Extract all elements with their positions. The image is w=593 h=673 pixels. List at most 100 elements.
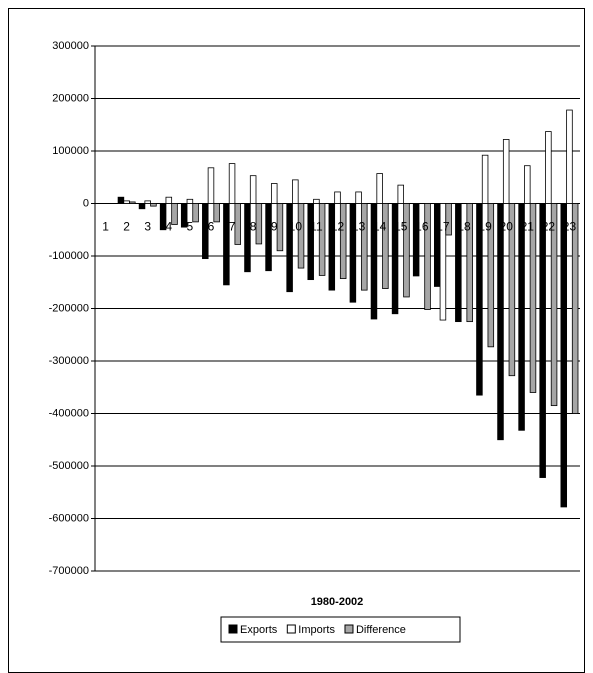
bar — [249, 175, 257, 204]
x-tick-label: 22 — [542, 220, 556, 234]
bar — [370, 203, 378, 320]
legend-label: Exports — [240, 624, 278, 636]
x-tick-label: 18 — [457, 220, 471, 234]
y-tick-label: -500000 — [49, 460, 89, 472]
bar — [382, 203, 389, 289]
bar — [228, 163, 236, 204]
y-tick-label: -100000 — [49, 250, 89, 262]
bar — [297, 203, 305, 269]
bar — [529, 203, 537, 393]
x-tick-label: 9 — [271, 220, 278, 234]
legend-label: Imports — [298, 624, 335, 636]
bar — [328, 203, 336, 291]
x-tick-label: 5 — [187, 220, 194, 234]
bar — [255, 203, 263, 245]
bar — [270, 183, 278, 204]
bar — [339, 203, 347, 279]
x-tick-label: 1 — [102, 220, 109, 234]
x-tick-label: 20 — [500, 220, 514, 234]
bar — [424, 203, 431, 310]
bar — [571, 203, 579, 414]
bar — [539, 203, 546, 478]
y-tick-label: 200000 — [52, 92, 89, 104]
bar — [292, 179, 299, 204]
bar — [397, 184, 405, 204]
x-tick-label: 21 — [521, 220, 535, 234]
bar — [376, 173, 383, 204]
x-tick-label: 2 — [123, 220, 130, 234]
bar — [445, 203, 452, 236]
bar — [355, 191, 362, 204]
y-tick-label: -600000 — [49, 512, 89, 524]
bar — [276, 203, 284, 252]
x-tick-label: 23 — [563, 220, 577, 234]
bar — [466, 203, 473, 323]
bar — [213, 203, 220, 223]
bar — [144, 200, 151, 204]
y-tick-label: -200000 — [49, 302, 89, 314]
bar — [349, 203, 357, 303]
bar — [207, 167, 215, 204]
bar — [165, 196, 173, 204]
x-tick-label: 12 — [331, 220, 345, 234]
bar — [150, 203, 157, 207]
bar — [244, 203, 251, 273]
x-tick-label: 19 — [478, 220, 492, 234]
x-tick-label: 16 — [415, 220, 429, 234]
bar — [223, 203, 230, 286]
bar — [129, 201, 136, 204]
bar — [318, 203, 326, 276]
y-tick-label: 300000 — [52, 40, 89, 52]
bar — [313, 198, 320, 204]
bar — [518, 203, 525, 431]
bar — [550, 203, 558, 407]
legend-swatch — [228, 624, 238, 634]
bar — [171, 203, 178, 225]
y-tick-label: 0 — [83, 197, 89, 209]
y-tick-label: -700000 — [49, 565, 89, 577]
bar — [361, 203, 368, 291]
bar — [123, 200, 130, 204]
bar — [265, 203, 272, 272]
bar — [334, 191, 341, 204]
bar — [159, 203, 167, 231]
bar — [403, 203, 410, 298]
bar — [117, 196, 125, 204]
bar — [476, 203, 483, 396]
y-tick-label: -400000 — [49, 407, 89, 419]
bar — [138, 203, 146, 210]
bar — [307, 203, 314, 281]
bar — [202, 203, 209, 260]
x-tick-label: 14 — [373, 220, 387, 234]
bar — [433, 203, 441, 287]
bar — [508, 203, 516, 377]
bar — [412, 203, 420, 277]
legend-label: Difference — [356, 624, 406, 636]
x-tick-label: 15 — [394, 220, 408, 234]
bar — [524, 165, 531, 204]
bar — [545, 131, 552, 204]
legend-box — [220, 616, 461, 643]
x-tick-label: 7 — [229, 220, 236, 234]
legend-swatch — [344, 624, 354, 634]
bar — [481, 154, 489, 204]
x-tick-label: 11 — [310, 220, 323, 234]
y-tick-label: 100000 — [52, 145, 89, 157]
bar — [497, 203, 504, 441]
x-tick-label: 10 — [289, 220, 303, 234]
bar — [192, 203, 199, 223]
x-axis-title: 1980-2002 — [311, 596, 364, 608]
bar — [234, 203, 242, 245]
bar — [391, 203, 399, 315]
x-tick-label: 3 — [144, 220, 151, 234]
bar — [186, 198, 194, 204]
x-tick-label: 13 — [352, 220, 366, 234]
bar — [455, 203, 462, 323]
x-tick-label: 4 — [165, 220, 172, 234]
bar — [487, 203, 495, 348]
x-tick-label: 8 — [250, 220, 257, 234]
bar — [502, 139, 510, 204]
bar — [560, 203, 568, 508]
bar — [180, 203, 188, 228]
